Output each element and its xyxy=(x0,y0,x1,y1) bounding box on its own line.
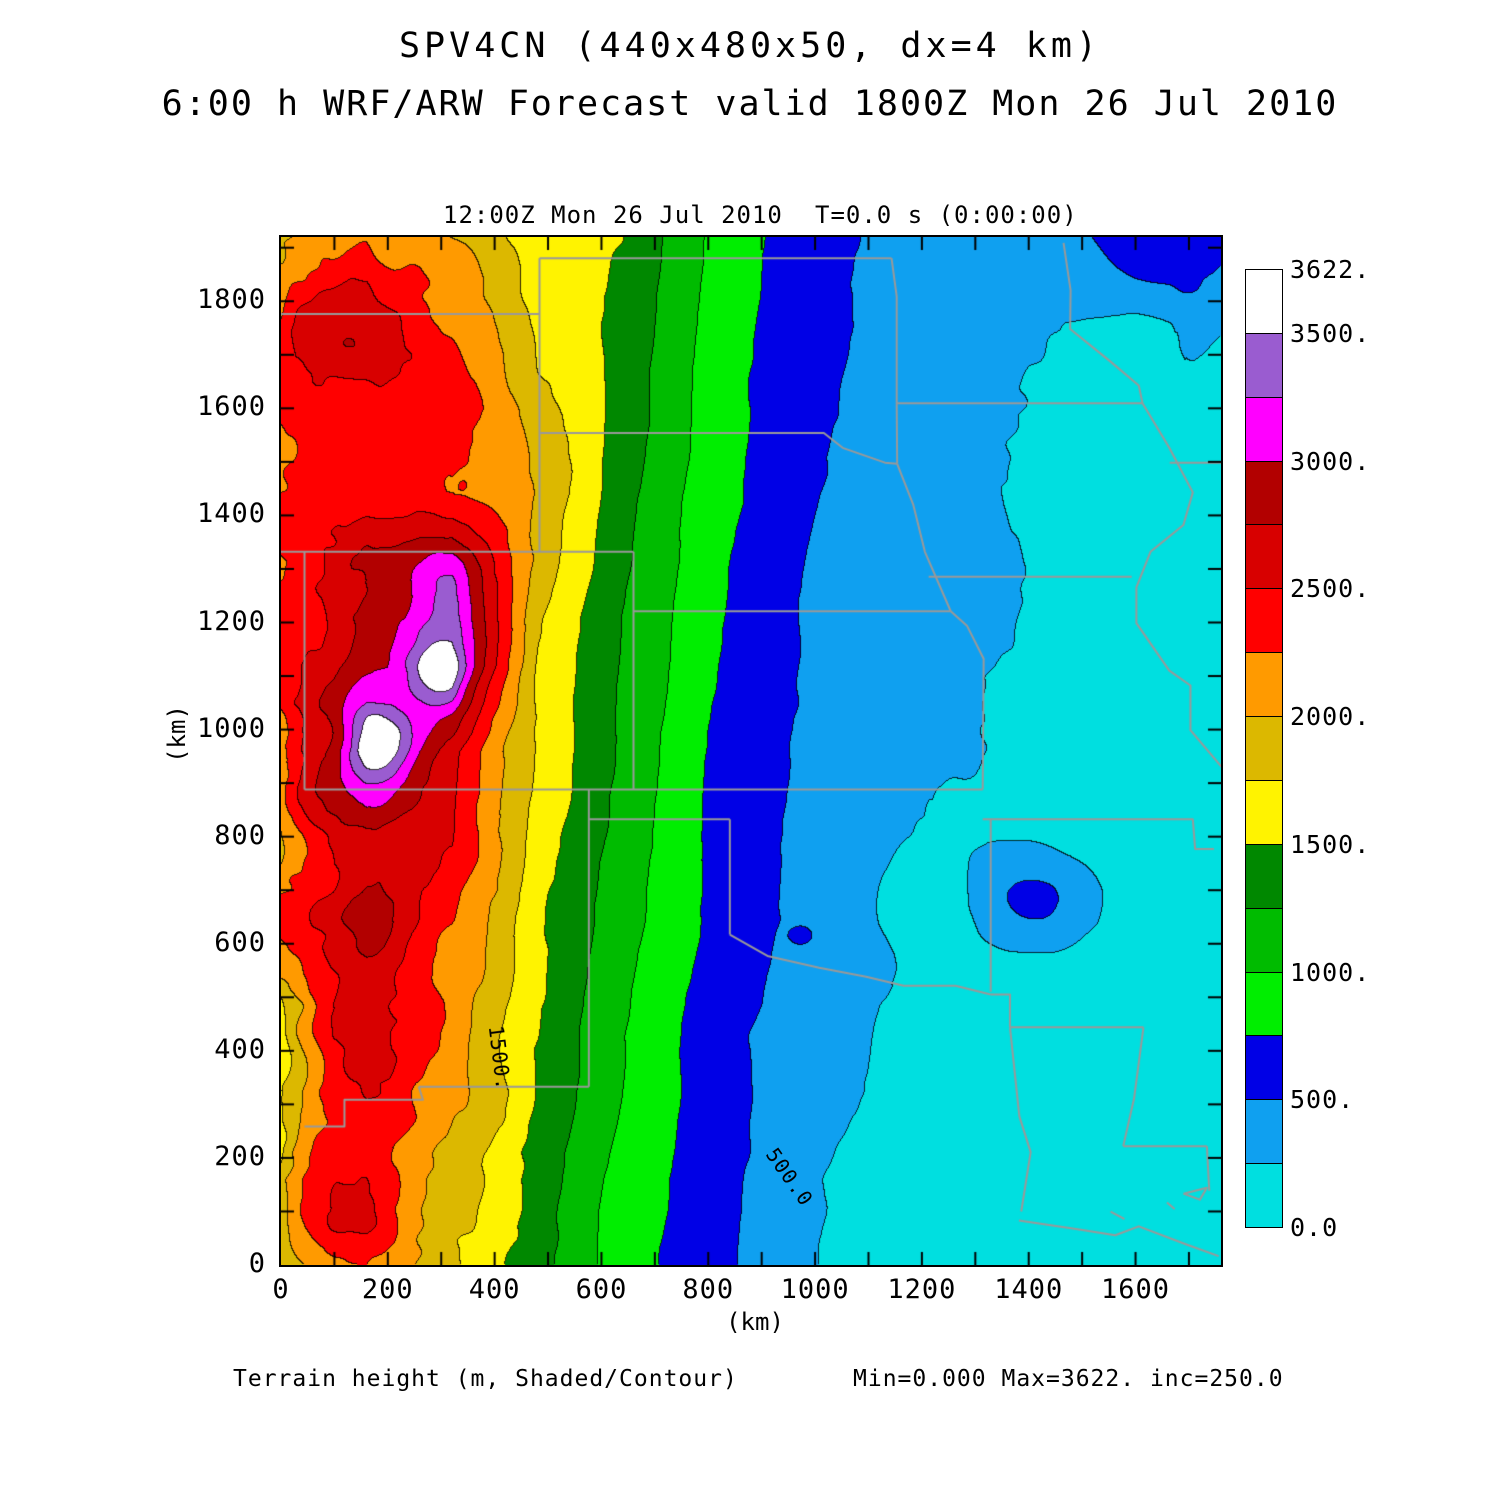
x-tick-label: 800 xyxy=(682,1274,735,1305)
x-tick-label: 400 xyxy=(468,1274,521,1305)
y-tick-label: 1400 xyxy=(196,498,266,530)
x-tick-label: 600 xyxy=(575,1274,628,1305)
y-tick-label: 400 xyxy=(214,1033,266,1065)
field-caption: Terrain height (m, Shaded/Contour) xyxy=(233,1366,738,1392)
colorbar-patch xyxy=(1245,1035,1283,1101)
colorbar-patch xyxy=(1245,843,1283,909)
colorbar-patch xyxy=(1245,460,1283,526)
x-tick-label: 1200 xyxy=(887,1274,957,1305)
y-tick-label: 1200 xyxy=(196,605,266,637)
colorbar-label: 2000. xyxy=(1290,702,1371,732)
y-tick-label: 200 xyxy=(214,1140,266,1172)
colorbar-patch xyxy=(1245,396,1283,462)
colorbar-label: 500. xyxy=(1290,1085,1355,1115)
colorbar-patch xyxy=(1245,269,1283,334)
colorbar-label: 2500. xyxy=(1290,574,1371,604)
valid-time-label: 12:00Z Mon 26 Jul 2010 xyxy=(443,201,783,229)
colorbar-patch xyxy=(1245,716,1283,781)
colorbar-label: 1000. xyxy=(1290,957,1371,987)
colorbar-patch xyxy=(1245,1163,1283,1228)
forecast-time-label: T=0.0 s (0:00:00) xyxy=(815,201,1078,229)
x-tick-label: 1600 xyxy=(1101,1274,1171,1305)
colorbar-label: 0.0 xyxy=(1290,1213,1339,1242)
y-tick-label: 800 xyxy=(214,819,266,851)
colorbar-label: 3000. xyxy=(1290,446,1371,476)
x-tick-label: 0 xyxy=(272,1274,290,1305)
colorbar-patch xyxy=(1245,588,1283,654)
page-title: SPV4CN (440x480x50, dx=4 km) xyxy=(398,26,1101,66)
x-axis-unit-label: (km) xyxy=(726,1308,784,1336)
y-tick-label: 600 xyxy=(214,926,266,958)
x-tick-label: 1400 xyxy=(994,1274,1064,1305)
colorbar-patch xyxy=(1245,332,1283,398)
colorbar-patch xyxy=(1245,971,1283,1037)
colorbar-patch xyxy=(1245,1099,1283,1165)
x-tick-label: 1000 xyxy=(780,1274,850,1305)
colorbar-patch xyxy=(1245,652,1283,718)
y-tick-label: 0 xyxy=(248,1248,266,1279)
y-tick-label: 1000 xyxy=(196,712,266,744)
colorbar-patch xyxy=(1245,524,1283,590)
colorbar-patch xyxy=(1245,907,1283,973)
colorbar-label: 3500. xyxy=(1290,318,1371,348)
minmax-caption: Min=0.000 Max=3622. inc=250.0 xyxy=(853,1366,1284,1392)
map-plot-area: 1500. 500.0 xyxy=(279,235,1223,1267)
terrain-map-canvas xyxy=(281,237,1221,1265)
y-tick-label: 1600 xyxy=(196,391,266,423)
x-tick-label: 200 xyxy=(361,1274,414,1305)
colorbar-label: 3622. xyxy=(1290,255,1371,284)
colorbar-label: 1500. xyxy=(1290,829,1371,859)
y-axis-unit-label: (km) xyxy=(163,705,191,763)
colorbar xyxy=(1245,269,1283,1228)
y-tick-label: 1800 xyxy=(196,284,266,316)
colorbar-patch xyxy=(1245,779,1283,845)
page-subtitle: 6:00 h WRF/ARW Forecast valid 1800Z Mon … xyxy=(161,84,1339,124)
